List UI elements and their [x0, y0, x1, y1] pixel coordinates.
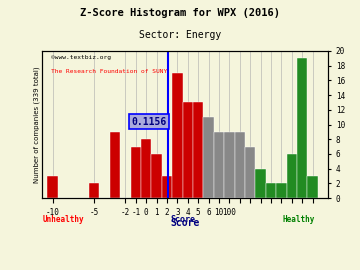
- Text: Healthy: Healthy: [283, 215, 315, 224]
- Bar: [193, 102, 203, 198]
- Bar: [276, 183, 287, 198]
- Bar: [224, 132, 235, 198]
- Text: Sector: Energy: Sector: Energy: [139, 30, 221, 40]
- Bar: [131, 147, 141, 198]
- Bar: [245, 147, 255, 198]
- Text: Z-Score Histogram for WPX (2016): Z-Score Histogram for WPX (2016): [80, 8, 280, 18]
- Bar: [172, 73, 183, 198]
- Bar: [297, 58, 307, 198]
- X-axis label: Score: Score: [171, 218, 200, 228]
- Bar: [255, 169, 266, 198]
- Bar: [183, 102, 193, 198]
- Bar: [287, 154, 297, 198]
- Text: Score: Score: [170, 215, 195, 224]
- Text: 0.1156: 0.1156: [132, 117, 167, 127]
- Bar: [89, 183, 99, 198]
- Bar: [214, 132, 224, 198]
- Bar: [266, 183, 276, 198]
- Bar: [307, 176, 318, 198]
- Text: Unhealthy: Unhealthy: [42, 215, 84, 224]
- Bar: [110, 132, 120, 198]
- Bar: [141, 139, 152, 198]
- Bar: [235, 132, 245, 198]
- Bar: [152, 154, 162, 198]
- Text: The Research Foundation of SUNY: The Research Foundation of SUNY: [51, 69, 167, 73]
- Text: ©www.textbiz.org: ©www.textbiz.org: [51, 55, 111, 60]
- Y-axis label: Number of companies (339 total): Number of companies (339 total): [33, 66, 40, 183]
- Bar: [48, 176, 58, 198]
- Bar: [203, 117, 214, 198]
- Bar: [162, 176, 172, 198]
